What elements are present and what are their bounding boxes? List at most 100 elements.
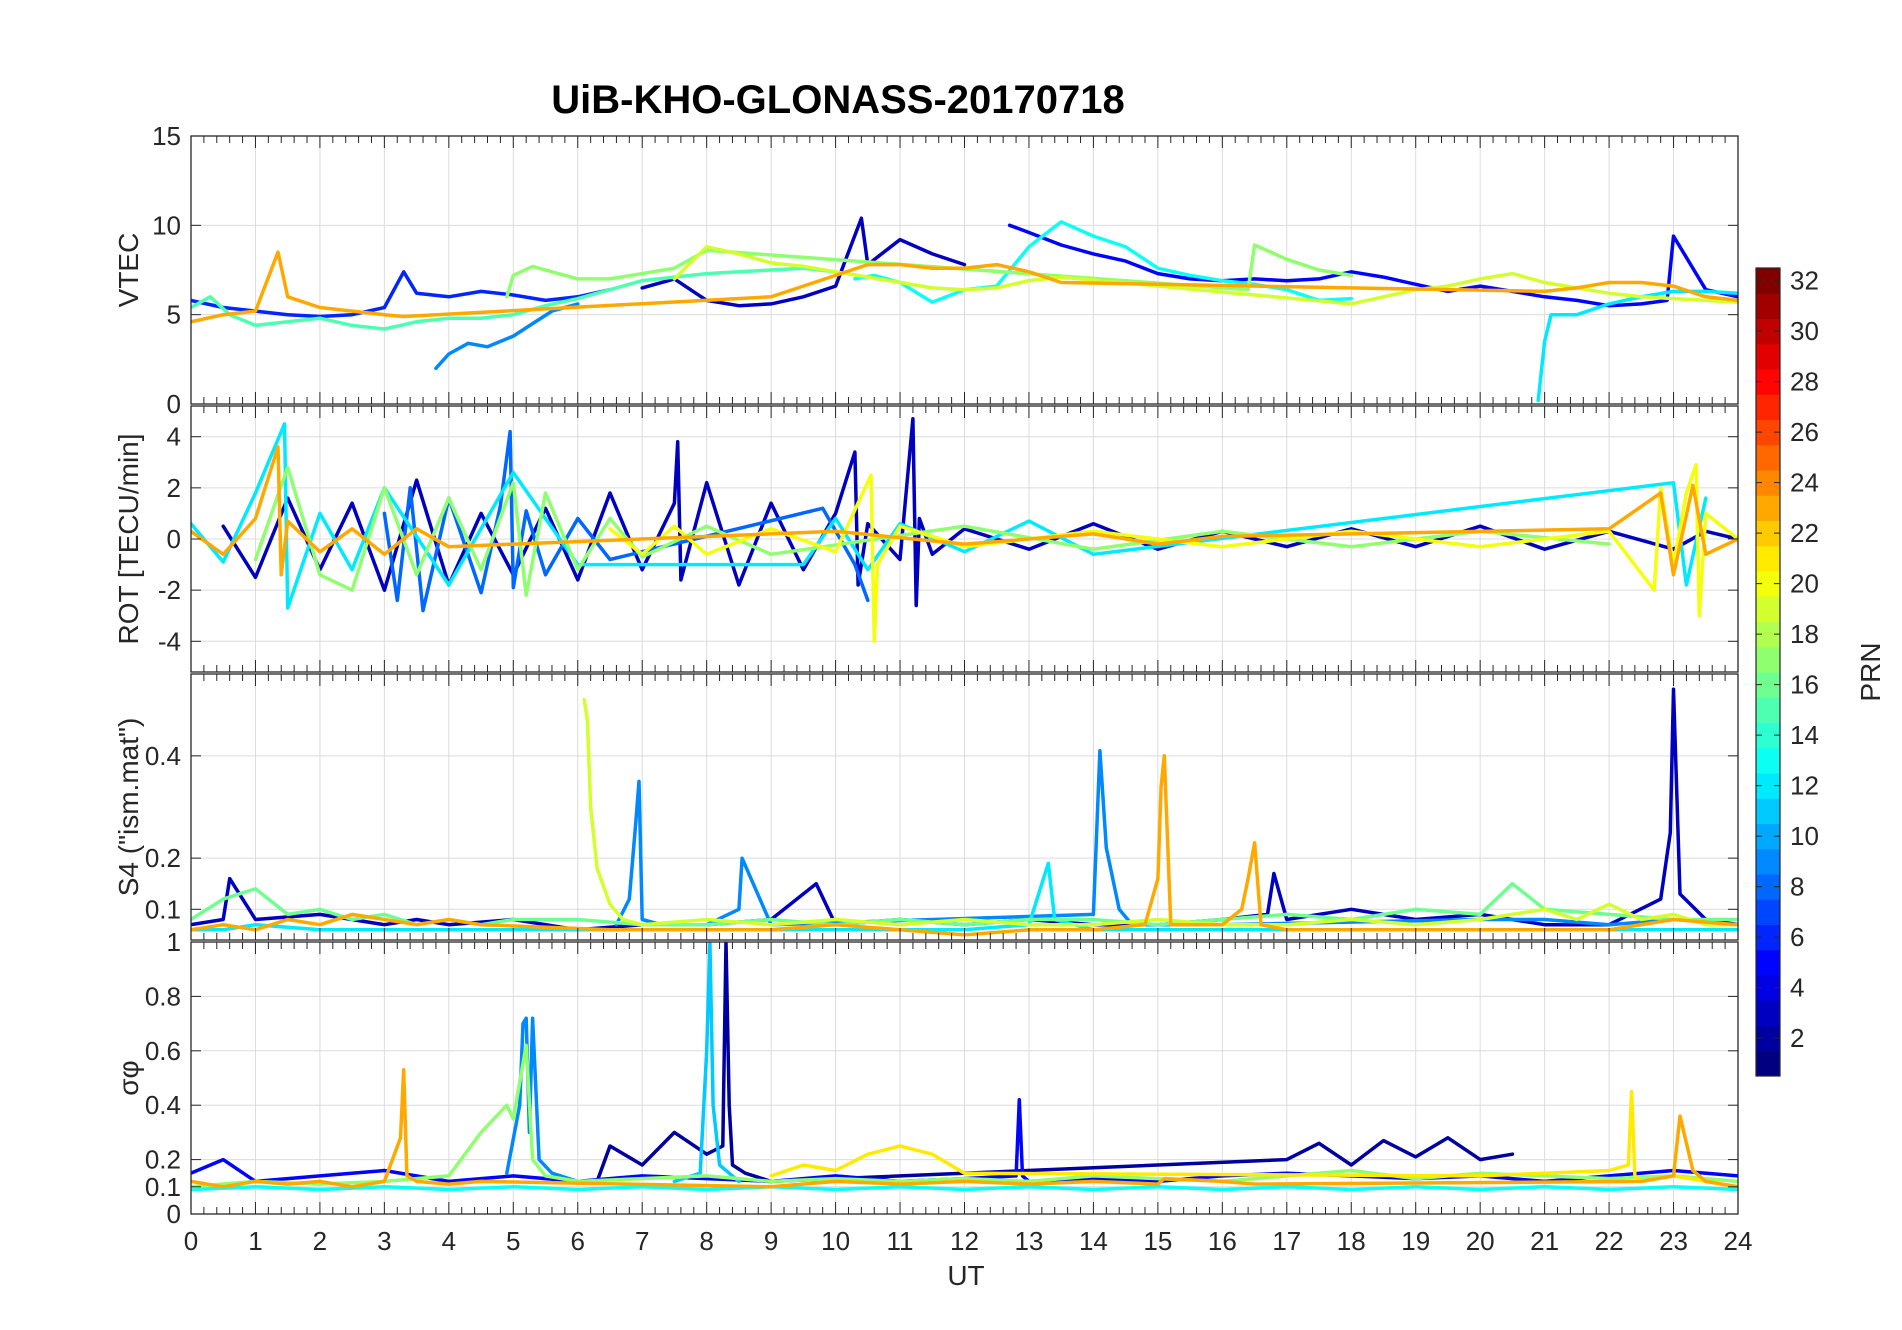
series-line-prn-15	[191, 266, 838, 331]
x-tick-label: 22	[1595, 1226, 1624, 1256]
colorbar-segment	[1756, 848, 1780, 875]
x-tick-label: 12	[950, 1226, 979, 1256]
series-line-prn-23	[191, 250, 1738, 324]
x-tick-label: 24	[1724, 1226, 1753, 1256]
colorbar-tick-label: 4	[1790, 973, 1804, 1003]
colorbar-tick-label: 12	[1790, 771, 1819, 801]
series-line-prn-8	[382, 429, 870, 613]
y-tick-label: 0.6	[145, 1036, 181, 1066]
x-tick-label: 19	[1401, 1226, 1430, 1256]
y-tick-label: 0.4	[145, 1090, 181, 1120]
y-tick-label: 4	[167, 422, 181, 452]
colorbar-tick-label: 24	[1790, 468, 1819, 498]
series-line-prn-12	[191, 422, 1708, 610]
colorbar-segment	[1756, 596, 1780, 622]
series-line-prn-3	[640, 216, 967, 308]
series-line-prn-6	[191, 270, 612, 319]
colorbar-segment	[1756, 545, 1780, 572]
y-tick-label: 0.8	[145, 981, 181, 1011]
y-tick-label: 0	[167, 1199, 181, 1229]
colorbar-segment	[1756, 747, 1780, 774]
colorbar-tick-label: 28	[1790, 367, 1819, 397]
colorbar-segment	[1756, 1000, 1780, 1026]
panel-vtec: 0 5 10 15 VTEC	[113, 121, 1739, 419]
series-line-prn-23	[191, 1068, 1738, 1189]
y-axis-label-sigma: σφ	[113, 1060, 144, 1095]
x-tick-label: 18	[1337, 1226, 1366, 1256]
colorbar-tick-label: 14	[1790, 720, 1819, 750]
series-line-prn-23	[191, 445, 1738, 577]
chart-title: UiB-KHO-GLONASS-20170718	[551, 78, 1125, 122]
x-tick-label: 11	[887, 1226, 914, 1256]
x-tick-label: 7	[635, 1226, 649, 1256]
y-tick-label: 5	[167, 300, 181, 330]
series-vtec	[191, 216, 1738, 403]
series-line-prn-5	[1007, 223, 1738, 308]
colorbar-segment	[1756, 697, 1780, 723]
y-tick-label: 0.4	[145, 741, 181, 771]
x-tick-label: 10	[821, 1226, 850, 1256]
x-tick-label: 4	[442, 1226, 456, 1256]
x-tick-label: 14	[1079, 1226, 1108, 1256]
y-tick-label: 2	[167, 473, 181, 503]
colorbar-segment	[1756, 646, 1780, 673]
colorbar-segment	[1756, 293, 1780, 319]
y-axis-label-rot: ROT [TECU/min]	[113, 433, 144, 644]
colorbar-segment	[1756, 949, 1780, 976]
y-tick-label: 0.2	[145, 1145, 181, 1175]
x-axis-label: UT	[947, 1260, 984, 1291]
y-tick-label: -4	[158, 626, 181, 656]
colorbar-segment	[1756, 1050, 1780, 1077]
x-tick-label: 8	[699, 1226, 713, 1256]
x-tick-label: 0	[184, 1226, 198, 1256]
colorbar-tick-label: 6	[1790, 922, 1804, 952]
colorbar-tick-label: 26	[1790, 417, 1819, 447]
series-line-prn-11	[672, 942, 741, 1184]
series-line-prn-9	[434, 302, 580, 371]
x-tick-label: 2	[313, 1226, 327, 1256]
x-tick-label: 5	[506, 1226, 520, 1256]
x-tick-label: 16	[1208, 1226, 1237, 1256]
colorbar-tick-label: 32	[1790, 266, 1819, 296]
colorbar-segment	[1756, 899, 1780, 925]
panel-rot: -4 -2 0 2 4 ROT [TECU/min]	[113, 405, 1739, 673]
colorbar-tick-label: 2	[1790, 1023, 1804, 1053]
colorbar-frame	[1755, 267, 1781, 1077]
series-line-prn-19	[672, 245, 1738, 306]
y-tick-label: 10	[152, 210, 181, 240]
series-line-prn-17	[505, 243, 1354, 299]
y-axis-label-vtec: VTEC	[113, 233, 144, 308]
y-tick-label: 0.1	[145, 894, 181, 924]
colorbar-segment	[1756, 394, 1780, 420]
colorbar-tick-label: 30	[1790, 316, 1819, 346]
y-tick-label: -2	[158, 575, 181, 605]
series-sigma	[191, 942, 1738, 1192]
x-tick-label: 20	[1466, 1226, 1495, 1256]
y-tick-label: 0	[167, 524, 181, 554]
colorbar-segment	[1756, 798, 1780, 824]
y-tick-label: 15	[152, 121, 181, 151]
x-tick-label: 1	[248, 1226, 262, 1256]
y-tick-label: 0.2	[145, 843, 181, 873]
y-tick-label: 0	[167, 389, 181, 419]
series-line-prn-17	[191, 1043, 1738, 1189]
colorbar-tick-label: 8	[1790, 872, 1804, 902]
y-tick-label: 0.1	[145, 1172, 181, 1202]
colorbar-tick-label: 16	[1790, 670, 1819, 700]
series-line-prn-13	[191, 1185, 1738, 1192]
y-axis-label-s4: S4 ("ism.mat")	[113, 718, 144, 897]
colorbar-tick-label: 20	[1790, 569, 1819, 599]
series-line-prn-2	[595, 942, 1515, 1184]
x-tick-label: 3	[377, 1226, 391, 1256]
panel-sigma: 00.10.2 0.4 0.6 0.8 1 σφ	[113, 927, 1739, 1229]
x-tick-label: 15	[1143, 1226, 1172, 1256]
series-s4	[191, 687, 1738, 937]
colorbar-segment	[1756, 444, 1780, 471]
colorbar-tick-label: 10	[1790, 821, 1819, 851]
x-tick-label: 17	[1272, 1226, 1301, 1256]
colorbar-segment	[1756, 495, 1780, 521]
